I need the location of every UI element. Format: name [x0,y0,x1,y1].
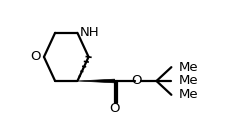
Text: Me: Me [179,74,198,88]
Text: Me: Me [179,61,198,74]
Text: Me: Me [179,88,198,101]
Text: O: O [109,102,120,115]
Text: NH: NH [80,26,100,39]
Text: O: O [30,50,41,63]
Text: O: O [131,74,141,88]
Polygon shape [78,79,115,83]
